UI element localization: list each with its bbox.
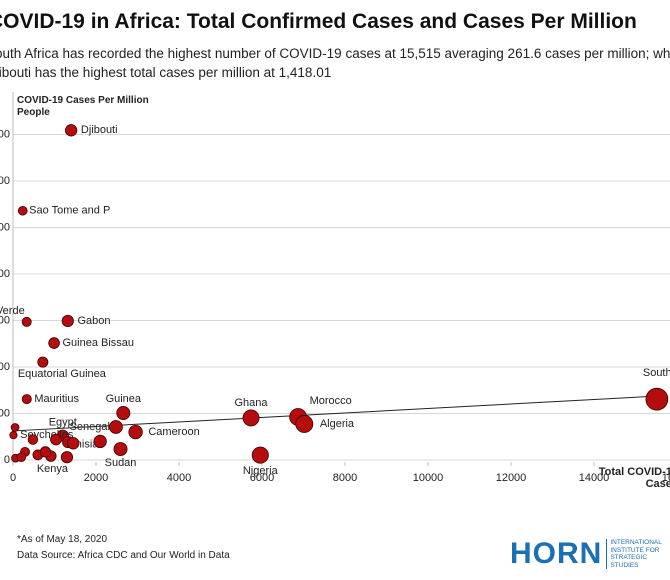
- logo: HORN INTERNATIONAL INSTITUTE FOR STRATEG…: [510, 537, 662, 570]
- point-label: Kenya: [37, 463, 69, 475]
- point: [50, 433, 62, 446]
- y-tick-label: 1200: [0, 175, 10, 187]
- chart-subtitle: South Africa has recorded the highest nu…: [0, 46, 670, 80]
- point: [21, 394, 32, 405]
- point: [251, 446, 269, 464]
- point-label: Nigeria: [243, 465, 279, 477]
- point: [9, 431, 18, 440]
- x-tick-label: 14000: [579, 472, 610, 484]
- y-tick-label: 400: [0, 361, 10, 373]
- point-label: Cape Verde: [0, 305, 25, 317]
- y-tick-label: 800: [0, 268, 10, 280]
- point: [16, 452, 27, 462]
- point-label: Sudan: [105, 457, 137, 469]
- x-tick-label: 2000: [84, 472, 108, 484]
- y-tick-label: 1400: [0, 128, 10, 140]
- logo-line: STUDIES: [610, 561, 639, 569]
- y-tick-label: 0: [4, 454, 10, 466]
- point-label: Mauritius: [34, 393, 79, 405]
- chart-title: COVID-19 in Africa: Total Confirmed Case…: [0, 10, 637, 33]
- point-label: Equatorial Guinea: [18, 368, 107, 380]
- point-label: Djibouti: [81, 124, 118, 136]
- point: [242, 409, 260, 427]
- point-label: Egypt: [49, 416, 77, 428]
- x-tick-label: 4000: [167, 472, 191, 484]
- x-tick-label: 6000: [250, 472, 274, 484]
- point-label: Algeria: [320, 418, 355, 430]
- point: [60, 451, 74, 464]
- point: [645, 387, 669, 411]
- x-tick-label: 10000: [413, 472, 444, 484]
- point: [10, 423, 20, 432]
- x-tick-label: 16000: [662, 472, 670, 484]
- point-label: Guinea: [106, 393, 142, 405]
- point: [295, 415, 314, 433]
- y-axis-title: COVID-19 Cases Per Million People: [17, 95, 149, 118]
- point-label: Sao Tome and P: [29, 205, 110, 217]
- logo-name: HORN: [510, 537, 603, 570]
- point: [61, 314, 74, 328]
- x-tick-label: 0: [10, 472, 16, 484]
- logo-org: INTERNATIONAL INSTITUTE FOR STRATEGIC ST…: [606, 539, 662, 569]
- logo-line: STRATEGIC: [610, 554, 648, 561]
- y-tick-label: 1000: [0, 221, 10, 233]
- point: [37, 356, 49, 368]
- point: [64, 124, 78, 137]
- point-label: Cameroon: [148, 426, 199, 438]
- point: [128, 424, 143, 440]
- x-tick-label: 8000: [333, 472, 357, 484]
- point-label: South Africa: [643, 367, 670, 379]
- point-label: Gabon: [77, 315, 110, 327]
- logo-line: INSTITUTE FOR: [610, 546, 660, 554]
- point: [109, 420, 123, 434]
- point-label: Morocco: [310, 395, 352, 407]
- y-tick-label: 600: [0, 314, 10, 326]
- y-tick-label: 200: [0, 407, 10, 419]
- point: [48, 337, 60, 349]
- footnote: *As of May 18, 2020: [17, 534, 108, 545]
- point: [116, 406, 131, 421]
- point-label: Senegal: [70, 421, 110, 433]
- point: [17, 205, 28, 216]
- point: [27, 434, 39, 445]
- logo-line: INTERNATIONAL: [610, 539, 662, 546]
- point-label: Guinea Bissau: [62, 337, 134, 349]
- x-tick-label: 12000: [496, 472, 527, 484]
- source: Data Source: Africa CDC and Our World in…: [17, 550, 230, 561]
- point-label: Ghana: [234, 397, 268, 409]
- point: [21, 316, 32, 327]
- point: [66, 437, 80, 450]
- point: [93, 434, 107, 449]
- point: [113, 442, 128, 457]
- point: [39, 446, 51, 458]
